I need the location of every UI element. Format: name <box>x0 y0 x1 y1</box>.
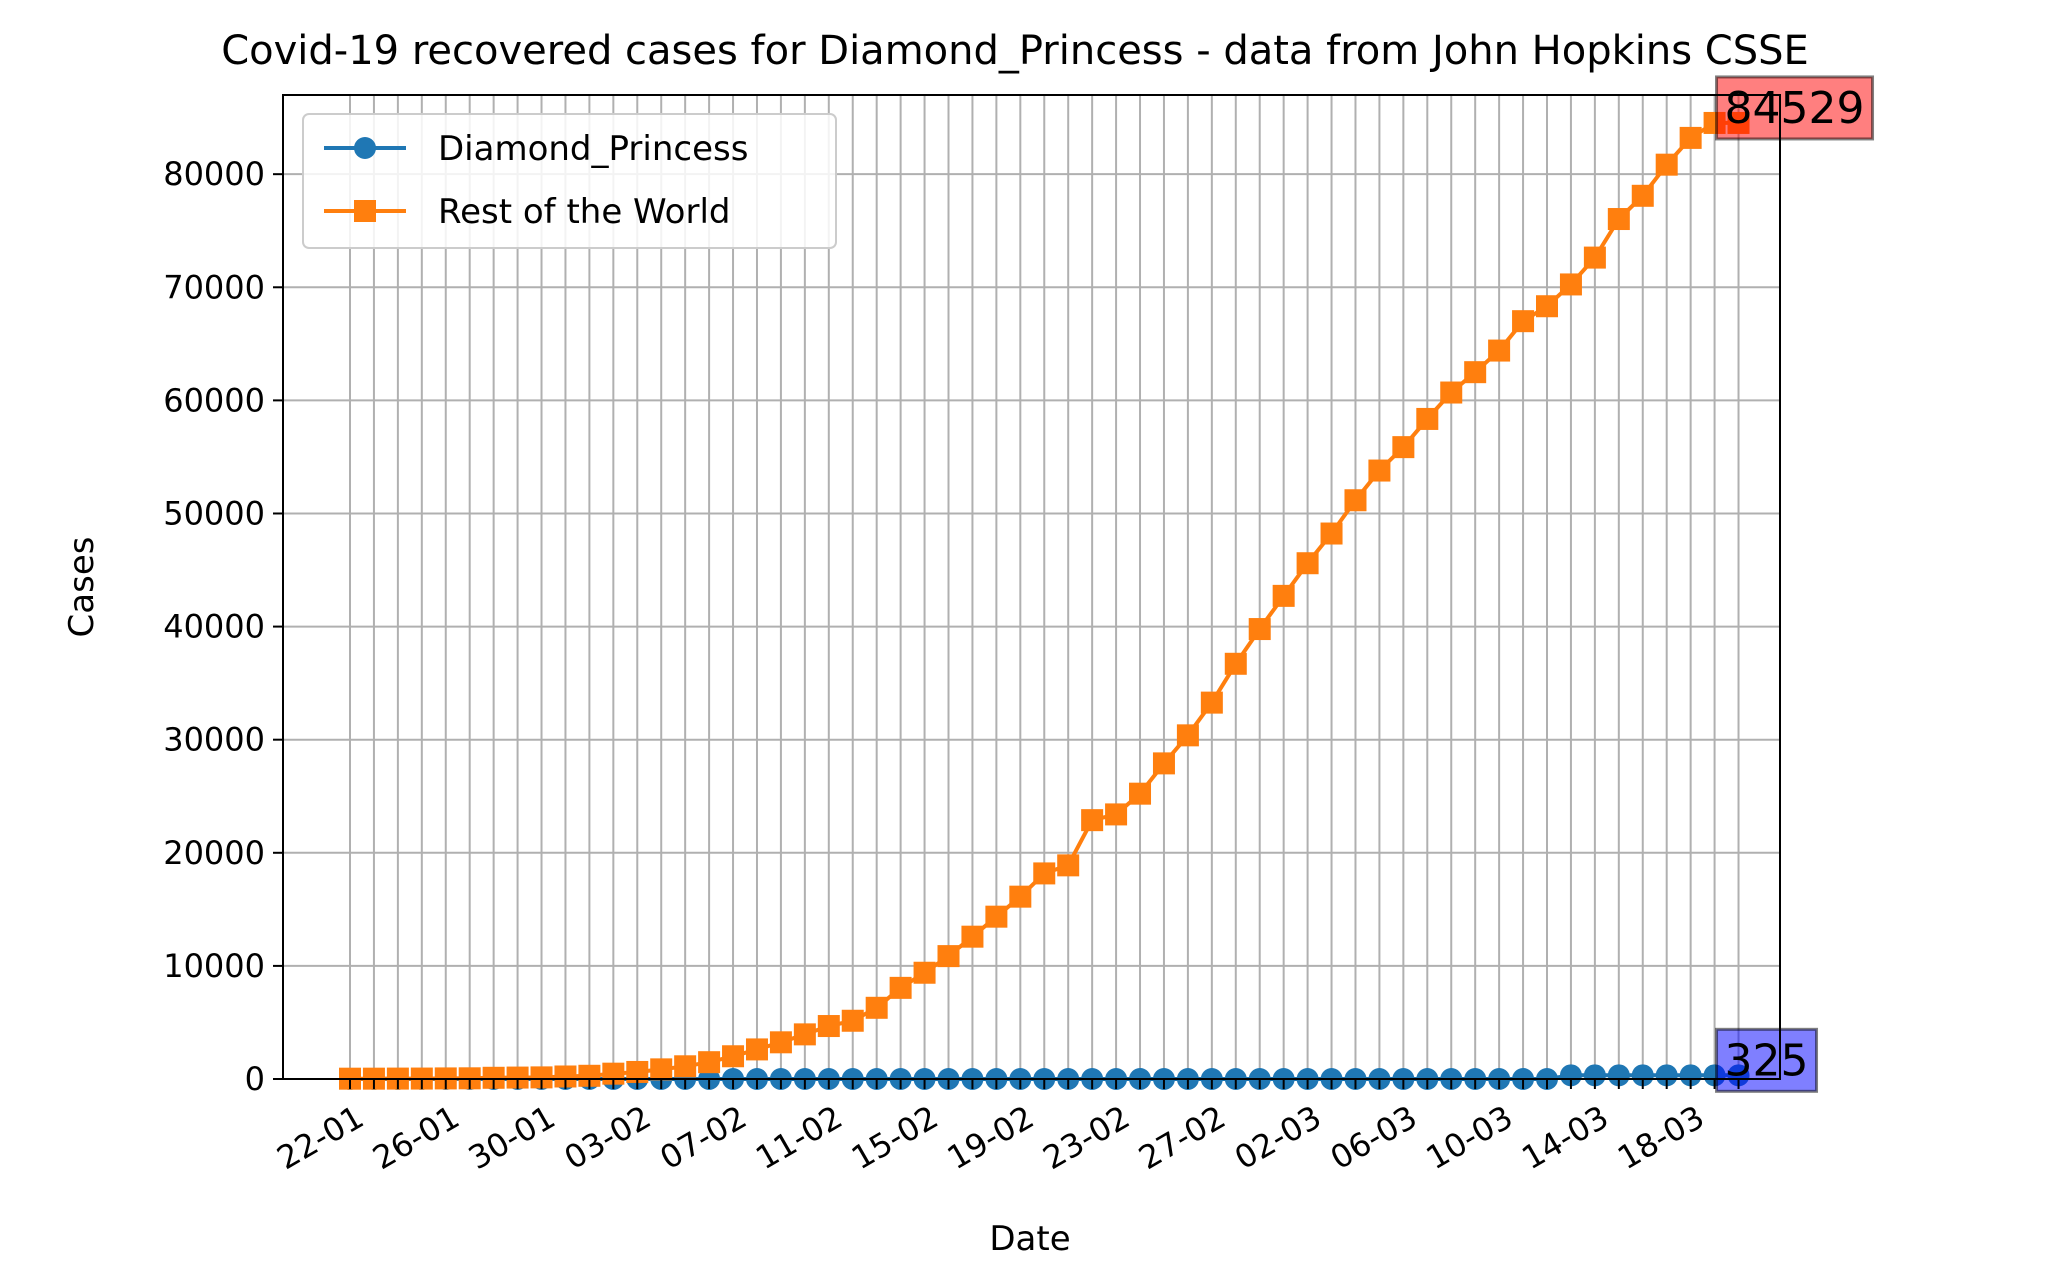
y-axis-label: Cases <box>62 537 102 638</box>
point-diamond-princess-15-03 <box>1607 1064 1630 1087</box>
x-axis-label: Date <box>989 1219 1070 1259</box>
point-rest-of-the-world-01-03 <box>1272 584 1295 607</box>
series-lines <box>339 111 1750 1090</box>
legend: Diamond_Princess Rest of the World <box>302 113 837 249</box>
plot-frame <box>282 94 1781 1080</box>
point-rest-of-the-world-21-02 <box>1057 854 1080 877</box>
y-tick-label-40000: 40000 <box>163 608 265 646</box>
point-diamond-princess-14-03 <box>1583 1064 1606 1087</box>
y-axis-ticks: 0 10000 20000 30000 40000 50000 60000 70000 8000… <box>163 155 283 1098</box>
chart-title: Covid-19 recovered cases for Diamond_Pri… <box>221 28 1809 74</box>
point-rest-of-the-world-12-03 <box>1536 295 1558 318</box>
annotation-box-rest-of-the-world <box>1715 75 1875 141</box>
point-rest-of-the-world-16-03 <box>1631 184 1654 207</box>
annotation-label-diamond-princess: 325 <box>1725 1035 1809 1086</box>
point-rest-of-the-world-01-02 <box>578 1064 601 1087</box>
point-diamond-princess-13-03 <box>1559 1064 1582 1087</box>
point-rest-of-the-world-30-01 <box>530 1066 553 1089</box>
point-rest-of-the-world-12-02 <box>841 1009 864 1032</box>
point-rest-of-the-world-28-01 <box>482 1066 505 1089</box>
point-rest-of-the-world-14-02 <box>889 976 912 999</box>
point-rest-of-the-world-14-03 <box>1583 246 1606 269</box>
point-rest-of-the-world-07-02 <box>722 1045 745 1068</box>
point-rest-of-the-world-05-03 <box>1368 459 1391 482</box>
y-tick-label-50000: 50000 <box>163 494 265 532</box>
point-rest-of-the-world-31-01 <box>554 1065 577 1088</box>
point-rest-of-the-world-29-02 <box>1248 618 1271 641</box>
annotation-box-diamond-princess <box>1715 1027 1819 1093</box>
point-rest-of-the-world-25-02 <box>1152 752 1175 775</box>
point-rest-of-the-world-07-03 <box>1416 407 1439 430</box>
point-diamond-princess-18-03 <box>1679 1064 1702 1087</box>
point-rest-of-the-world-17-02 <box>961 925 984 948</box>
point-rest-of-the-world-09-02 <box>769 1031 792 1054</box>
y-tick-label-20000: 20000 <box>163 834 265 872</box>
point-rest-of-the-world-15-03 <box>1607 208 1630 231</box>
point-rest-of-the-world-18-03 <box>1679 126 1702 149</box>
point-rest-of-the-world-11-03 <box>1512 310 1535 333</box>
point-rest-of-the-world-19-02 <box>1009 885 1032 908</box>
legend-label-rest-of-world: Rest of the World <box>438 192 731 232</box>
point-rest-of-the-world-11-02 <box>817 1015 840 1038</box>
point-rest-of-the-world-13-03 <box>1559 273 1582 296</box>
point-rest-of-the-world-16-02 <box>937 945 960 968</box>
point-rest-of-the-world-09-03 <box>1464 361 1487 384</box>
point-rest-of-the-world-08-02 <box>745 1038 768 1061</box>
point-rest-of-the-world-18-02 <box>985 905 1008 928</box>
point-rest-of-the-world-17-03 <box>1655 153 1678 176</box>
point-rest-of-the-world-08-03 <box>1440 381 1463 404</box>
point-rest-of-the-world-02-03 <box>1296 552 1319 575</box>
point-rest-of-the-world-10-03 <box>1488 339 1511 362</box>
annotation-label-rest-of-the-world: 84529 <box>1725 83 1865 134</box>
value-annotations: 84529 325 <box>1715 75 1875 1093</box>
point-diamond-princess-16-03 <box>1631 1064 1654 1087</box>
legend-marker-diamond-princess <box>354 137 376 159</box>
y-tick-label-80000: 80000 <box>163 155 265 193</box>
legend-box <box>302 113 837 249</box>
point-rest-of-the-world-15-02 <box>913 961 936 984</box>
point-rest-of-the-world-05-02 <box>674 1055 697 1078</box>
point-rest-of-the-world-26-02 <box>1176 724 1199 747</box>
point-rest-of-the-world-22-02 <box>1081 809 1104 832</box>
y-tick-label-30000: 30000 <box>163 721 265 759</box>
point-rest-of-the-world-20-02 <box>1033 862 1056 885</box>
point-rest-of-the-world-29-01 <box>506 1066 529 1089</box>
point-rest-of-the-world-06-02 <box>698 1051 721 1074</box>
point-rest-of-the-world-03-03 <box>1320 522 1343 545</box>
legend-label-diamond-princess: Diamond_Princess <box>438 129 748 169</box>
point-diamond-princess-17-03 <box>1655 1064 1678 1087</box>
y-tick-label-10000: 10000 <box>163 947 265 985</box>
y-tick-label-60000: 60000 <box>163 381 265 419</box>
point-rest-of-the-world-27-02 <box>1200 691 1223 714</box>
point-rest-of-the-world-10-02 <box>793 1023 816 1046</box>
point-rest-of-the-world-06-03 <box>1392 436 1415 459</box>
point-rest-of-the-world-04-02 <box>650 1058 673 1081</box>
point-rest-of-the-world-04-03 <box>1344 489 1367 512</box>
point-rest-of-the-world-13-02 <box>865 996 888 1019</box>
point-rest-of-the-world-23-02 <box>1105 803 1128 826</box>
point-rest-of-the-world-24-02 <box>1129 782 1152 805</box>
point-rest-of-the-world-28-02 <box>1224 652 1247 675</box>
y-tick-label-0: 0 <box>245 1060 265 1098</box>
y-tick-label-70000: 70000 <box>163 268 265 306</box>
point-rest-of-the-world-03-02 <box>626 1060 649 1083</box>
legend-marker-rest-of-world <box>354 200 376 222</box>
